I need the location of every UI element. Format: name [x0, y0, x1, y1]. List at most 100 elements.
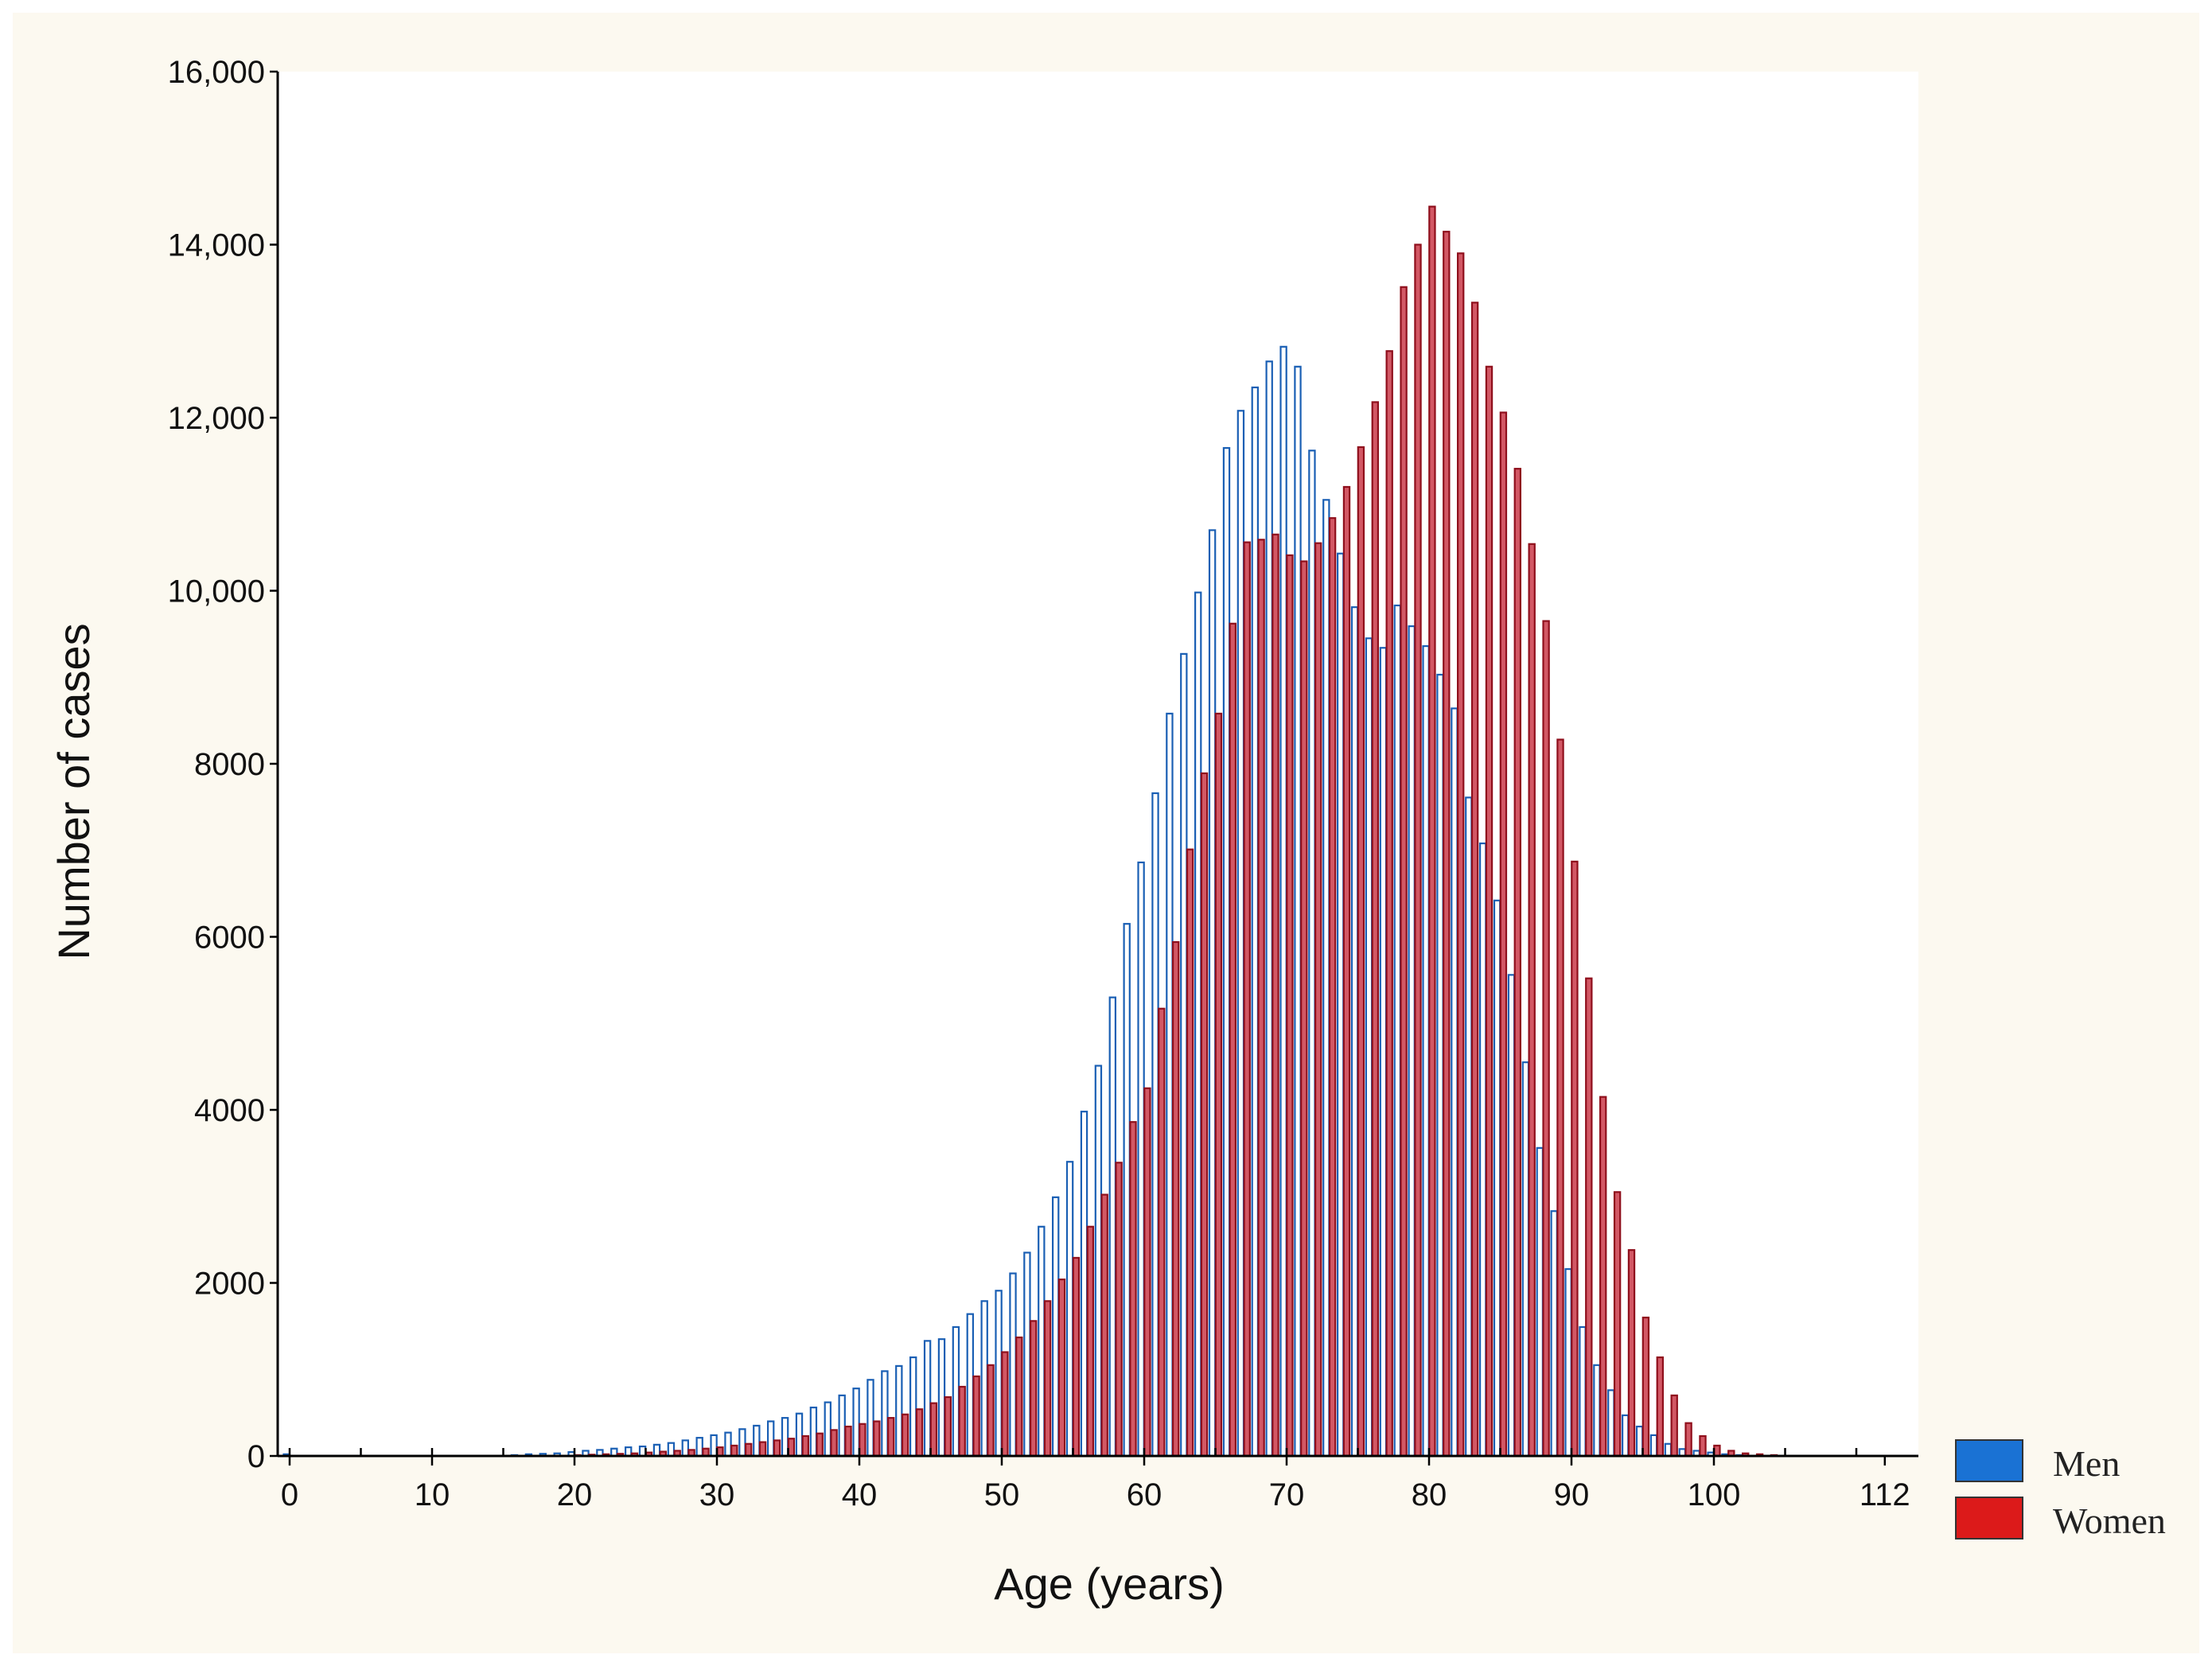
bar-men-age-57 — [1094, 1065, 1103, 1458]
bar-women-age-81 — [1443, 231, 1451, 1458]
bar-men-age-32 — [738, 1428, 746, 1458]
bar-men-age-94 — [1621, 1414, 1630, 1458]
bar-men-age-53 — [1038, 1225, 1046, 1458]
bar-women-age-74 — [1342, 485, 1351, 1458]
x-tick-label-112: 112 — [1860, 1477, 1910, 1512]
bar-women-age-56 — [1086, 1225, 1094, 1458]
bar-men-age-81 — [1436, 673, 1444, 1458]
bar-men-age-76 — [1365, 637, 1373, 1458]
bar-women-age-85 — [1499, 411, 1508, 1458]
bar-women-age-83 — [1470, 302, 1479, 1458]
bar-men-age-91 — [1579, 1325, 1587, 1458]
y-axis-title: Number of cases — [49, 623, 99, 960]
bar-women-age-39 — [844, 1425, 852, 1458]
bar-women-age-65 — [1214, 712, 1223, 1458]
bar-women-age-75 — [1357, 446, 1365, 1458]
bar-men-age-67 — [1236, 410, 1245, 1458]
bar-men-age-70 — [1279, 345, 1287, 1458]
bar-men-age-61 — [1151, 792, 1159, 1458]
x-tick-label-30: 30 — [699, 1477, 735, 1512]
legend: Men Women — [1955, 1439, 2166, 1541]
bar-men-age-44 — [909, 1356, 917, 1458]
bar-women-age-93 — [1613, 1191, 1622, 1458]
bar-women-age-48 — [972, 1375, 980, 1458]
bar-men-age-75 — [1350, 606, 1359, 1458]
bar-men-age-33 — [753, 1424, 761, 1458]
x-tick-label-70: 70 — [1269, 1477, 1305, 1512]
y-tick-label-16000: 16,000 — [168, 55, 265, 90]
bar-men-age-66 — [1222, 446, 1231, 1458]
bar-women-age-68 — [1257, 539, 1265, 1458]
bar-men-age-79 — [1408, 625, 1416, 1458]
bar-women-age-43 — [901, 1413, 909, 1458]
bar-women-age-33 — [758, 1441, 767, 1458]
bar-men-age-84 — [1478, 842, 1487, 1458]
bar-men-age-36 — [795, 1412, 804, 1458]
x-tick-label-0: 0 — [281, 1477, 298, 1512]
bar-women-age-59 — [1129, 1121, 1137, 1458]
bar-men-age-25 — [638, 1445, 647, 1458]
bar-women-age-98 — [1684, 1422, 1692, 1458]
bar-women-age-46 — [944, 1395, 952, 1458]
bar-men-age-40 — [852, 1388, 860, 1458]
bar-women-age-35 — [787, 1438, 796, 1458]
bar-men-age-52 — [1023, 1251, 1031, 1458]
bar-men-age-63 — [1180, 652, 1188, 1458]
bar-men-age-51 — [1009, 1272, 1017, 1458]
bar-women-age-32 — [744, 1442, 753, 1458]
bar-women-age-38 — [830, 1429, 838, 1458]
bar-men-age-59 — [1123, 923, 1131, 1458]
bar-men-age-93 — [1607, 1389, 1615, 1458]
legend-label-women: Women — [2053, 1501, 2166, 1541]
bar-men-age-80 — [1422, 644, 1430, 1458]
bar-women-age-55 — [1072, 1256, 1081, 1458]
legend-swatch-men — [1955, 1439, 2023, 1482]
x-tick-label-80: 80 — [1412, 1477, 1447, 1512]
bar-women-age-62 — [1171, 940, 1180, 1458]
x-tick-label-10: 10 — [415, 1477, 450, 1512]
bar-women-age-69 — [1272, 533, 1279, 1458]
bar-women-age-34 — [773, 1439, 781, 1458]
x-tick-label-100: 100 — [1688, 1477, 1741, 1512]
bar-women-age-78 — [1400, 286, 1408, 1458]
bar-women-age-52 — [1029, 1320, 1038, 1458]
x-tick-label-50: 50 — [984, 1477, 1020, 1512]
bar-women-age-40 — [859, 1423, 866, 1458]
bar-women-age-45 — [929, 1402, 938, 1458]
bar-women-age-97 — [1670, 1394, 1678, 1458]
bar-women-age-30 — [716, 1446, 724, 1458]
bar-men-age-92 — [1593, 1364, 1601, 1458]
bar-men-age-43 — [895, 1364, 903, 1458]
bar-men-age-86 — [1507, 974, 1516, 1458]
bar-women-age-89 — [1556, 738, 1564, 1458]
bar-men-age-55 — [1065, 1161, 1074, 1458]
bar-women-age-36 — [801, 1434, 810, 1458]
bar-men-age-41 — [866, 1379, 874, 1458]
bar-men-age-73 — [1322, 499, 1330, 1458]
bar-men-age-34 — [766, 1420, 775, 1458]
bar-women-age-72 — [1314, 542, 1322, 1458]
bar-men-age-27 — [667, 1442, 676, 1458]
bar-men-age-97 — [1664, 1442, 1673, 1458]
bar-women-age-70 — [1286, 554, 1294, 1458]
bar-men-age-54 — [1051, 1196, 1060, 1458]
bar-women-age-41 — [873, 1420, 881, 1458]
bar-women-age-64 — [1200, 772, 1209, 1458]
y-tick-label-4000: 4000 — [194, 1093, 265, 1128]
legend-swatch-women — [1955, 1497, 2023, 1539]
bar-men-age-31 — [724, 1431, 732, 1458]
bar-men-age-78 — [1393, 604, 1401, 1458]
bar-men-age-24 — [624, 1446, 633, 1458]
bar-men-age-28 — [681, 1439, 690, 1458]
bar-men-age-90 — [1564, 1267, 1572, 1458]
bar-men-age-58 — [1108, 996, 1116, 1458]
bar-men-age-50 — [995, 1290, 1003, 1458]
bar-men-age-69 — [1265, 360, 1273, 1458]
y-tick-label-2000: 2000 — [194, 1267, 265, 1302]
y-tick-label-6000: 6000 — [194, 921, 265, 956]
bar-women-age-60 — [1143, 1087, 1151, 1458]
bar-women-age-42 — [886, 1417, 895, 1458]
bar-women-age-77 — [1385, 350, 1393, 1458]
bar-men-age-39 — [838, 1394, 846, 1458]
